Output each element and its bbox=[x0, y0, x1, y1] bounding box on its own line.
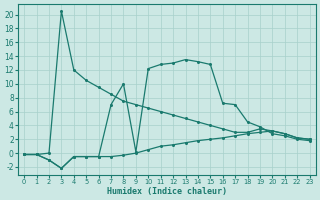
X-axis label: Humidex (Indice chaleur): Humidex (Indice chaleur) bbox=[107, 187, 227, 196]
